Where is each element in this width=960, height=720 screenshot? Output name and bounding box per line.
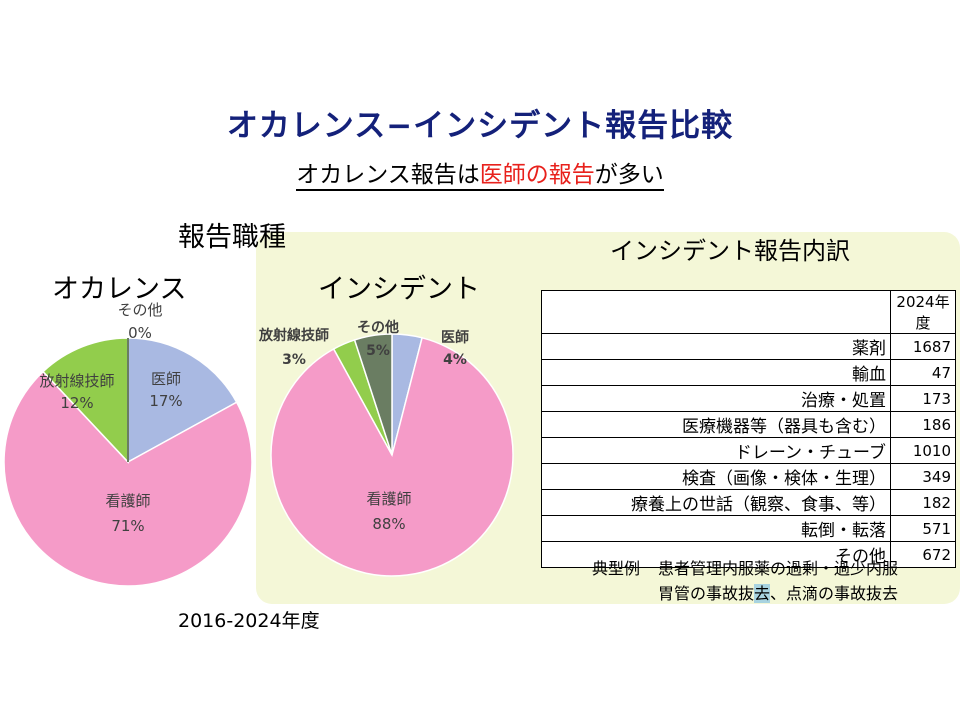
table-row-category: 転倒・転落 — [541, 515, 891, 542]
table-row-value: 349 — [890, 463, 956, 490]
examples-text-2-mark: 去 — [754, 584, 771, 603]
pie-slice-other — [353, 333, 393, 456]
examples-line-2: 胃管の事故抜去、点滴の事故抜去 — [592, 581, 898, 606]
table-row-value: 1010 — [890, 437, 956, 464]
pie-label-percent: 71% — [111, 517, 144, 535]
examples-text-2b: 、点滴の事故抜去 — [770, 584, 899, 603]
subtitle-prefix: オカレンス報告は — [296, 162, 480, 188]
table-header-blank — [541, 290, 891, 334]
table-row: 治療・処置 173 — [541, 385, 956, 412]
examples-text-1: 患者管理内服薬の過剰・過少内服 — [658, 559, 899, 578]
subtitle: オカレンス報告は医師の報告が多い — [0, 155, 960, 191]
pie-label-name: その他 — [357, 319, 399, 336]
pie-label-percent: 12% — [60, 394, 93, 412]
incident-table-title: インシデント報告内訳 — [610, 237, 850, 265]
pie-label-name: 放射線技師 — [258, 327, 329, 344]
pie-label-percent: 17% — [149, 392, 182, 410]
incident-chart-title: インシデント — [318, 274, 480, 305]
table-row-category: 検査（画像・検体・生理） — [541, 463, 891, 490]
pie-label-percent: 88% — [372, 515, 405, 533]
table-row-value: 182 — [890, 489, 956, 516]
job-type-heading: 報告職種 — [178, 222, 286, 253]
pie-label-name: 看護師 — [366, 490, 411, 508]
pie-slice-doctor — [127, 337, 238, 464]
table-row: ドレーン・チューブ 1010 — [541, 437, 956, 464]
table-header-year: 2024年度 — [890, 290, 956, 334]
table-row-value: 571 — [890, 515, 956, 542]
pie-label-name: 医師 — [441, 329, 469, 346]
incident-pie-chart: 医師 4% 看護師 88% 放射線技師 3% その他 5% — [258, 319, 514, 577]
table-row-value: 173 — [890, 385, 956, 412]
period-label: 2016-2024年度 — [178, 610, 320, 632]
occurrence-pie-chart: 医師 17% 看護師 71% 放射線技師 12% その他 0% — [3, 301, 253, 587]
table-row: 輸血 47 — [541, 359, 956, 386]
pie-slice-nurse — [3, 370, 253, 587]
pie-label-name: その他 — [117, 301, 162, 319]
table-row-category: 医療機器等（器具も含む） — [541, 411, 891, 438]
table-row: 転倒・転落 571 — [541, 515, 956, 542]
incident-breakdown-table: 2024年度 薬剤 1687 輸血 47 治療・処置 173 医療機器等（器具も含む） 186… — [541, 290, 956, 568]
table-header-row: 2024年度 — [541, 290, 956, 334]
pie-slice-radiology — [42, 337, 129, 464]
examples-text-2a: 胃管の事故抜 — [658, 584, 755, 603]
table-row-category: 療養上の世話（観察、食事、等） — [541, 489, 891, 516]
examples-line-1: 典型例 患者管理内服薬の過剰・過少内服 — [592, 556, 898, 581]
table-row-value: 186 — [890, 411, 956, 438]
pie-label-percent: 0% — [128, 324, 152, 342]
pie-label-percent: 3% — [282, 352, 306, 368]
table-row-category: 薬剤 — [541, 333, 891, 360]
table-row-value: 47 — [890, 359, 956, 386]
table-row-category: その他 — [541, 541, 891, 568]
pie-label-name: 看護師 — [105, 492, 150, 510]
table-row: 療養上の世話（観察、食事、等） 182 — [541, 489, 956, 516]
table-row-category: 治療・処置 — [541, 385, 891, 412]
occurrence-chart-title: オカレンス — [52, 274, 187, 305]
subtitle-suffix: が多い — [594, 162, 664, 188]
subtitle-highlight: 医師の報告 — [479, 162, 595, 188]
table-row-category: 輸血 — [541, 359, 891, 386]
examples-label: 典型例 — [592, 559, 641, 578]
table-row-value: 1687 — [890, 333, 956, 360]
table-row: 医療機器等（器具も含む） 186 — [541, 411, 956, 438]
table-row: 検査（画像・検体・生理） 349 — [541, 463, 956, 490]
pie-label-name: 医師 — [151, 370, 181, 388]
typical-examples: 典型例 患者管理内服薬の過剰・過少内服 胃管の事故抜去、点滴の事故抜去 — [592, 556, 898, 606]
pie-label-percent: 4% — [443, 352, 467, 368]
table-row-category: ドレーン・チューブ — [541, 437, 891, 464]
pie-slice-nurse — [270, 336, 514, 577]
table-row: 薬剤 1687 — [541, 333, 956, 360]
table-row: その他 672 — [541, 541, 956, 568]
table-row-value: 672 — [890, 541, 956, 568]
page-title: オカレンス−インシデント報告比較 — [226, 108, 734, 144]
pie-label-percent: 5% — [366, 343, 390, 359]
pie-label-name: 放射線技師 — [39, 372, 114, 390]
